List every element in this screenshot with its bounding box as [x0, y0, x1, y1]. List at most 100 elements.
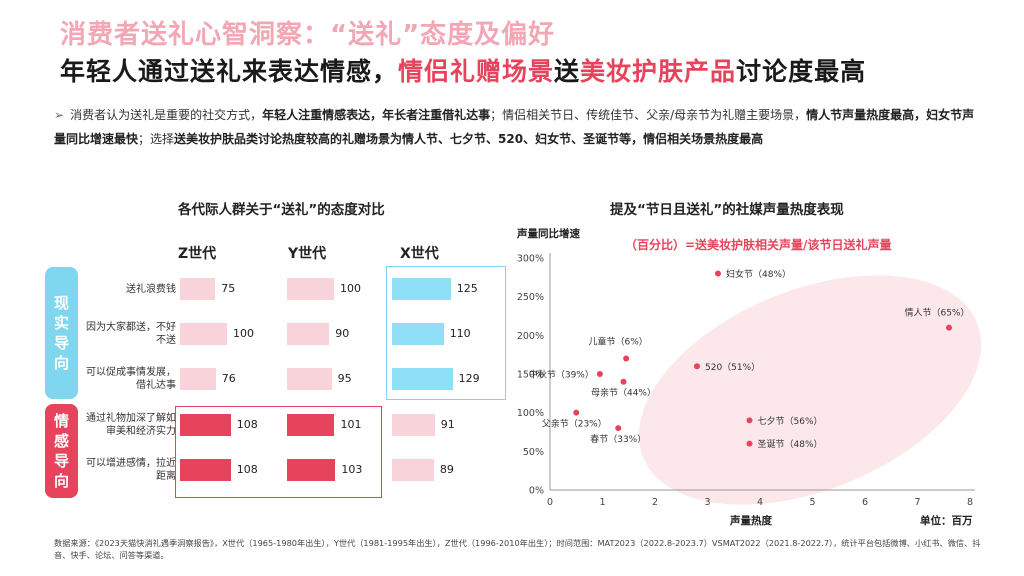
point-label: 520（51%） [705, 362, 760, 373]
bar [287, 323, 330, 345]
bar [392, 368, 453, 390]
category-label-line: 可以增进感情，拉近 [86, 458, 176, 469]
point-label: 圣诞节（48%） [758, 439, 823, 450]
x-tick-label: 5 [809, 497, 815, 508]
generation-header: X世代 [400, 246, 439, 262]
x-tick-label: 7 [914, 497, 920, 508]
bar-value-label: 76 [221, 372, 236, 385]
category-label-line: 借礼达事 [136, 380, 176, 391]
point-label: 妇女节（48%） [726, 268, 791, 280]
x-tick-label: 4 [757, 497, 763, 508]
x-tick-label: 1 [599, 497, 605, 508]
y-tick-label: 100% [517, 408, 544, 419]
bar-value-label: 129 [458, 372, 480, 385]
data-point [623, 355, 630, 362]
subtitle-part-e: 讨论度最高 [736, 57, 867, 86]
desc-part-4: 情人节声量热度最高，妇女节声量同比增速最快 [54, 108, 975, 146]
data-point [746, 417, 753, 424]
x-axis-label: 声量热度 [729, 514, 772, 527]
x-tick-label: 0 [547, 497, 553, 508]
page-subtitle: 年轻人通过送礼来表达情感，情侣礼赠场景送美妆护肤产品讨论度最高 [60, 52, 866, 88]
x-tick-label: 3 [704, 497, 710, 508]
y-tick-label: 250% [517, 292, 544, 303]
bullet-arrow-icon: ➢ [54, 108, 65, 122]
category-label: 送礼浪费钱 [84, 283, 176, 296]
category-label-line: 因为大家都送，不好 [86, 322, 176, 333]
highlight-ellipse [638, 275, 982, 505]
bar [392, 414, 435, 436]
point-label: 中秋节（39%） [529, 369, 594, 381]
desc-part-2: 年轻人注重情感表达，年长者注重借礼达事 [262, 108, 491, 122]
subtitle-part-a: 年轻人通过送礼来表达情感， [60, 57, 399, 86]
bar-value-label: 108 [236, 418, 258, 431]
ratio-note: （百分比）=送美妆护肤相关声量/该节日送礼声量 [625, 237, 891, 252]
bar [392, 323, 444, 345]
bar [180, 459, 231, 481]
generation-header: Y世代 [288, 246, 327, 262]
bar-value-label: 103 [341, 463, 363, 476]
bar-value-label: 110 [449, 327, 471, 340]
emotional-highlight-box [175, 406, 382, 498]
data-point [615, 425, 622, 432]
bar [180, 414, 231, 436]
data-point [620, 378, 627, 385]
generation-header: Z世代 [178, 246, 217, 262]
right-chart-title: 提及“节日且送礼”的社媒声量热度表现 [610, 202, 844, 218]
data-point [746, 440, 753, 447]
point-label: 父亲节（23%） [542, 418, 607, 430]
y-tick-label: 200% [517, 331, 544, 342]
point-label: 春节（33%） [590, 433, 646, 445]
category-label-line: 可以促成事情发展， [86, 367, 176, 378]
bar [180, 368, 216, 390]
bar [180, 323, 227, 345]
data-point [946, 324, 952, 331]
bar [392, 459, 434, 481]
x-tick-label: 6 [862, 497, 868, 508]
left-chart-title: 各代际人群关于“送礼”的态度对比 [178, 202, 385, 218]
bar [287, 278, 334, 300]
bar-value-label: 101 [340, 418, 362, 431]
x-tick-label: 8 [967, 497, 973, 508]
bar-value-label: 100 [233, 327, 254, 340]
y-axis-label: 声量同比增速 [516, 227, 580, 240]
subtitle-part-c: 送 [554, 57, 581, 86]
bar [287, 459, 336, 481]
data-point [715, 270, 721, 277]
data-source-note: 数据来源：《2023天猫快消礼遇季洞察报告》，X世代（1965-1980年出生）… [54, 538, 981, 560]
bar [287, 414, 335, 436]
desc-part-1: 消费者认为送礼是重要的社交方式， [70, 108, 263, 122]
data-point [694, 363, 700, 370]
y-tick-label: 300% [517, 254, 544, 265]
category-label-line: 距离 [156, 471, 176, 482]
bar-value-label: 90 [335, 327, 350, 340]
category-label-line: 通过礼物加深了解如 [86, 413, 176, 424]
category-label-line: 不送 [156, 335, 176, 346]
y-tick-label: 50% [523, 447, 544, 458]
bar-value-label: 89 [439, 463, 454, 476]
category-label: 可以增进感情，拉近距离 [84, 457, 176, 483]
bar-value-label: 75 [221, 282, 236, 295]
data-point [596, 371, 603, 377]
category-label-line: 审美和经济实力 [106, 426, 176, 437]
bar-value-label: 100 [340, 282, 361, 295]
y-tick-label: 0% [529, 486, 544, 497]
bar [392, 278, 451, 300]
point-label: 七夕节（56%） [758, 415, 823, 427]
desc-part-3: ；情侣相关节日、传统佳节、父亲/母亲节为礼赠主要场景， [490, 108, 807, 122]
practical-orientation-label: 现实导向 [45, 267, 78, 399]
x-tick-label: 2 [652, 497, 658, 508]
category-label: 可以促成事情发展， 借礼达事 [84, 366, 176, 392]
point-label: 儿童节（6%） [588, 336, 647, 348]
desc-part-5: ；选择 [138, 132, 175, 146]
category-label: 通过礼物加深了解如审美和经济实力 [84, 412, 176, 438]
bar-value-label: 91 [440, 418, 455, 431]
subtitle-part-d: 美妆护肤产品 [580, 57, 737, 86]
page-title: 消费者送礼心智洞察：“送礼”态度及偏好 [60, 20, 556, 50]
bar-value-label: 108 [236, 463, 258, 476]
emotional-orientation-label: 情感导向 [45, 404, 78, 498]
desc-part-6: 送美妆护肤品类讨论热度较高的礼赠场景为情人节、七夕节、520、妇女节、圣诞节等，… [174, 132, 764, 146]
point-label: 母亲节（44%） [591, 387, 656, 399]
category-label: 因为大家都送，不好不送 [84, 321, 176, 347]
unit-label: 单位：百万 [920, 514, 973, 527]
category-label-line: 送礼浪费钱 [126, 283, 176, 295]
